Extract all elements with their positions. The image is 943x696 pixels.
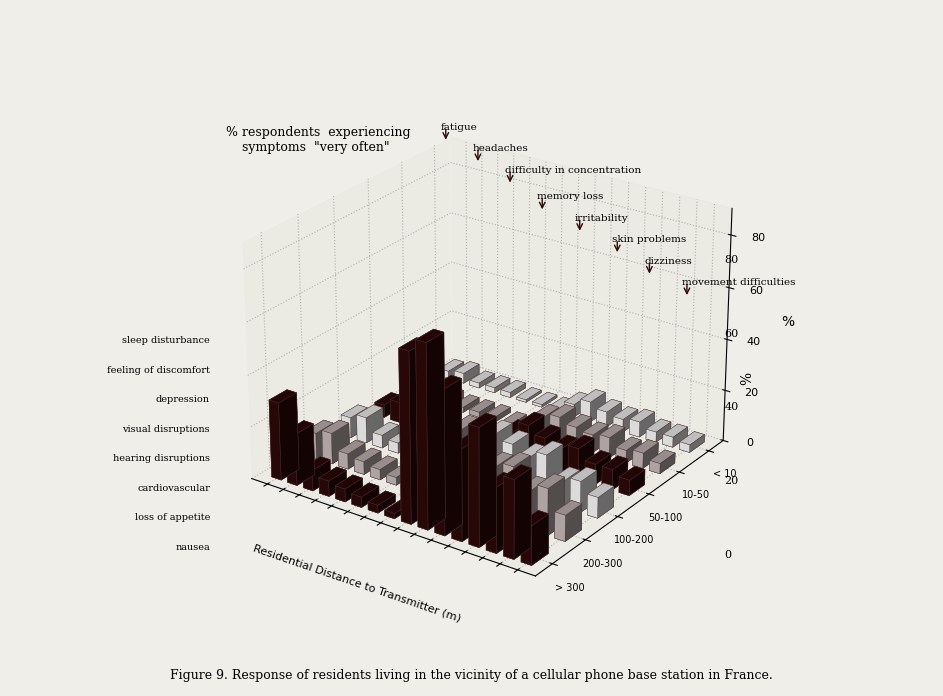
Text: Figure 9. Response of residents living in the vicinity of a cellular phone base : Figure 9. Response of residents living i… (170, 669, 773, 682)
Text: %: % (740, 372, 754, 385)
Text: skin problems: skin problems (612, 235, 687, 244)
Text: % respondents  experiencing
    symptoms  "very often": % respondents experiencing symptoms "ver… (226, 127, 410, 155)
Text: cardiovascular: cardiovascular (137, 484, 210, 493)
Text: hearing disruptions: hearing disruptions (113, 454, 210, 463)
Text: fatigue: fatigue (440, 122, 477, 132)
Text: 20: 20 (724, 476, 738, 487)
Text: memory loss: memory loss (537, 192, 604, 201)
Text: 40: 40 (724, 402, 738, 413)
Text: nausea: nausea (175, 543, 210, 552)
Text: headaches: headaches (472, 144, 528, 153)
Text: feeling of discomfort: feeling of discomfort (108, 365, 210, 374)
Text: dizziness: dizziness (644, 257, 692, 266)
Text: loss of appetite: loss of appetite (135, 513, 210, 522)
Text: depression: depression (156, 395, 210, 404)
Text: irritability: irritability (574, 214, 628, 223)
X-axis label: Residential Distance to Transmitter (m): Residential Distance to Transmitter (m) (252, 544, 462, 624)
Text: 0: 0 (724, 550, 732, 560)
Text: 60: 60 (724, 329, 738, 339)
Text: visual disruptions: visual disruptions (123, 425, 210, 434)
Text: sleep disturbance: sleep disturbance (123, 336, 210, 345)
Text: difficulty in concentration: difficulty in concentration (505, 166, 641, 175)
Text: movement difficulties: movement difficulties (682, 278, 795, 287)
Text: 80: 80 (724, 255, 738, 264)
